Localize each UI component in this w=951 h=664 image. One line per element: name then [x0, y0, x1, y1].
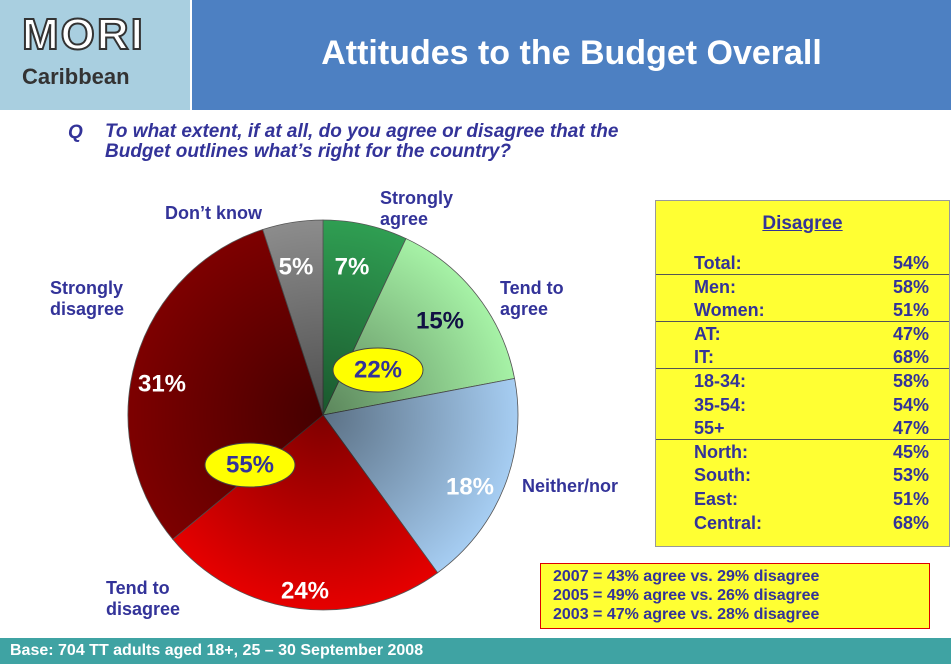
row-separator: [656, 438, 949, 440]
logo-box: MORI Caribbean: [0, 0, 190, 110]
row-label: 55+: [694, 418, 725, 439]
row-separator: [656, 368, 949, 369]
row-label: AT:: [694, 323, 721, 344]
row-value: 68%: [892, 347, 929, 368]
slice-label: 5%: [279, 253, 314, 280]
row-label: North:: [694, 441, 748, 462]
category-label: Tend to agree: [500, 278, 564, 319]
row-separator: [656, 320, 949, 322]
note-line: 2003 = 47% agree vs. 28% disagree: [553, 606, 820, 623]
row-label: 35-54:: [694, 394, 747, 415]
title: Attitudes to the Budget Overall: [321, 34, 822, 72]
disagree-table: Disagree Total: 54% Men: 58% Women: 51% AT: 47%…: [655, 200, 950, 547]
row-label: South:: [694, 465, 751, 486]
slice-label: 18%: [446, 473, 494, 500]
row-label: Central:: [694, 512, 763, 533]
row-label: 18-34:: [694, 371, 747, 391]
title-band: Attitudes to the Budget Overall: [192, 0, 951, 110]
logo-sub: Caribbean: [22, 64, 130, 89]
category-label: Strongly agree: [380, 188, 454, 229]
slice-label: 31%: [138, 370, 186, 397]
group-label: 22%: [354, 356, 402, 383]
q-mark: Q: [68, 122, 83, 143]
category-label: Don’t know: [165, 203, 262, 223]
category-label: Tend to disagree: [106, 578, 181, 619]
slice-label: 15%: [416, 307, 464, 334]
row-label: Women:: [694, 300, 765, 321]
footer: Base: 704 TT adults aged 18+, 25 – 30 Se…: [10, 642, 424, 659]
row-value: 54%: [892, 253, 929, 273]
row-label: East:: [694, 489, 739, 509]
slice-label: 24%: [281, 577, 329, 604]
row-separator: [656, 273, 949, 275]
row-value: 51%: [892, 300, 929, 321]
row-value: 51%: [892, 489, 929, 509]
row-value: 53%: [892, 465, 929, 486]
category-label: Neither/nor: [522, 476, 619, 496]
row-value: 45%: [892, 441, 929, 462]
note-line: 2005 = 49% agree vs. 26% disagree: [553, 587, 820, 604]
question: To what extent, if at all, do you agree …: [105, 121, 619, 162]
footer-band: Base: 704 TT adults aged 18+, 25 – 30 Se…: [0, 638, 951, 664]
group-ellipse: [332, 347, 424, 393]
row-label: Total:: [694, 253, 742, 273]
logo: MORI: [21, 9, 145, 60]
category-label: Strongly disagree: [50, 278, 125, 319]
row-value: 47%: [892, 418, 929, 439]
row-value: 54%: [892, 394, 929, 415]
group-label: 55%: [226, 451, 274, 478]
note-box: 2007 = 43% agree vs. 29% disagree 2005 = …: [540, 563, 930, 629]
slice-label: 7%: [335, 253, 370, 280]
note-line: 2007 = 43% agree vs. 29% disagree: [553, 568, 820, 585]
group-ellipse: [204, 442, 296, 488]
row-label: IT:: [694, 347, 714, 368]
table-title: Disagree: [762, 213, 843, 234]
row-value: 58%: [892, 276, 929, 297]
row-value: 47%: [892, 323, 929, 344]
row-label: Men:: [694, 276, 736, 297]
row-value: 68%: [892, 512, 929, 533]
row-value: 58%: [892, 371, 929, 391]
